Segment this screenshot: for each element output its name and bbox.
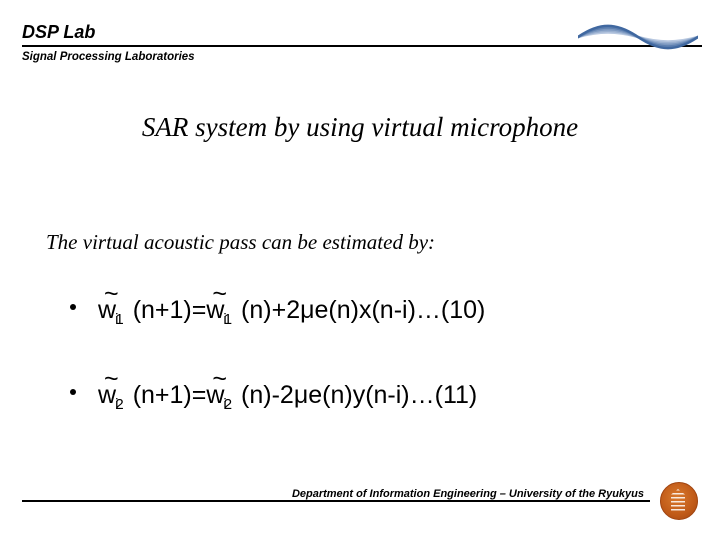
eq-text: (n)+2μe(n)x(n-i)…(10) <box>234 296 485 324</box>
equations: ~wi1 (n+1)=~wi1 (n)+2μe(n)x(n-i)…(10) ~w… <box>70 296 680 466</box>
tilde-mark: ~ <box>212 282 227 307</box>
tilde-mark: ~ <box>212 367 227 392</box>
eq-text: (n+1)= <box>126 381 207 409</box>
bullet-icon <box>70 389 76 395</box>
sub-1: 1 <box>224 311 232 328</box>
intro-text: The virtual acoustic pass can be estimat… <box>46 230 435 255</box>
slide-title: SAR system by using virtual microphone <box>0 112 720 143</box>
w-tilde: ~wi2 <box>98 381 126 410</box>
tilde-mark: ~ <box>104 282 119 307</box>
eq-text: (n+1)= <box>126 296 207 324</box>
footer-text: Department of Information Engineering – … <box>282 488 648 500</box>
slide: DSP Lab Signal Processing Laboratories S… <box>0 0 720 540</box>
university-logo-icon <box>660 482 698 520</box>
eq-text: (n)-2μe(n)y(n-i)…(11) <box>234 381 477 409</box>
bullet-icon <box>70 304 76 310</box>
equation-2: ~wi2 (n+1)=~wi2 (n)-2μe(n)y(n-i)…(11) <box>70 381 680 410</box>
sub-2: 2 <box>224 396 232 413</box>
waves-icon <box>578 14 698 60</box>
sub-1: 1 <box>115 311 123 328</box>
w-tilde: ~wi1 <box>98 296 126 325</box>
footer: Department of Information Engineering – … <box>22 490 698 516</box>
w-tilde: ~wi1 <box>206 296 234 325</box>
equation-1: ~wi1 (n+1)=~wi1 (n)+2μe(n)x(n-i)…(10) <box>70 296 680 325</box>
footer-line <box>22 500 650 502</box>
w-tilde: ~wi2 <box>206 381 234 410</box>
sub-2: 2 <box>115 396 123 413</box>
tilde-mark: ~ <box>104 367 119 392</box>
